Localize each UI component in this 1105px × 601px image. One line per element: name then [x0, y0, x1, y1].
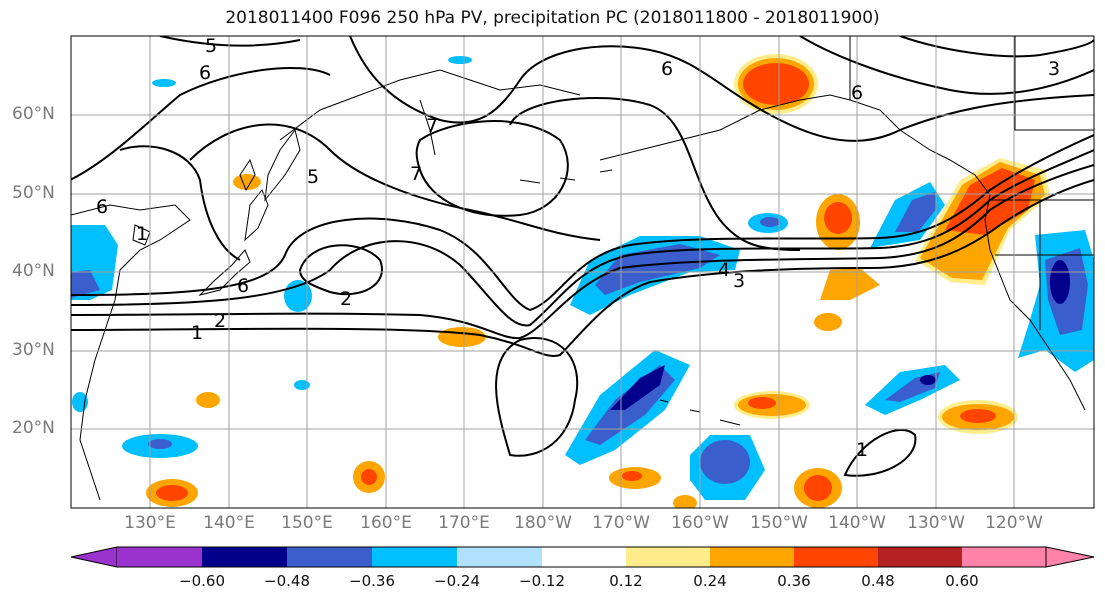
map-title: 2018011400 F096 250 hPa PV, precipitatio…: [225, 8, 880, 28]
contour-label: 4: [718, 259, 730, 281]
contour-label: 2: [340, 288, 352, 310]
colorbar-tick-label: 0.24: [693, 572, 727, 590]
lon-label: 160°E: [360, 513, 412, 533]
contour-label: 6: [851, 82, 863, 104]
lon-label: 150°E: [281, 513, 333, 533]
lat-label: 50°N: [12, 183, 55, 203]
colorbar-tick-label: −0.24: [434, 572, 480, 590]
contour-label: 1: [856, 439, 868, 461]
contour-label: 6: [237, 275, 249, 297]
colorbar-tick-label: −0.48: [264, 572, 310, 590]
contour-label: 6: [661, 58, 673, 80]
lon-label: 170°W: [592, 513, 650, 533]
coastlines: [71, 36, 1094, 501]
lon-label: 150°W: [750, 513, 808, 533]
lon-label: 140°W: [828, 513, 886, 533]
contour-label: 6: [96, 196, 108, 218]
contour-label: 1: [136, 223, 148, 245]
lon-label: 140°E: [203, 513, 255, 533]
contour-label: 7: [426, 115, 438, 137]
lon-label: 160°W: [671, 513, 729, 533]
lon-label: 130°W: [907, 513, 965, 533]
lon-label: 180°W: [514, 513, 572, 533]
colorbar: [70, 546, 1095, 568]
lat-label: 40°N: [12, 261, 55, 281]
contour-labels: 5 6 6 7 7 5 6 1 6 2 2 1 4 3 6 3 1: [96, 35, 1060, 461]
graticule: [71, 36, 1094, 508]
colorbar-tick-label: 0.60: [945, 572, 979, 590]
contour-label: 7: [410, 163, 422, 185]
colorbar-tick-label: −0.60: [179, 572, 225, 590]
contour-label: 3: [1048, 58, 1060, 80]
lon-label: 130°E: [124, 513, 176, 533]
lon-label: 120°W: [985, 513, 1043, 533]
lat-label: 20°N: [12, 418, 55, 438]
lat-label: 30°N: [12, 340, 55, 360]
colorbar-tick-label: 0.36: [777, 572, 811, 590]
colorbar-tick-label: −0.12: [519, 572, 565, 590]
colorbar-low-extend: [70, 546, 118, 568]
plot-area: 5 6 6 7 7 5 6 1 6 2 2 1 4 3 6 3 1: [71, 35, 1094, 508]
colorbar-high-extend: [1045, 546, 1095, 568]
contour-label: 1: [191, 322, 203, 344]
contour-label: 5: [205, 35, 217, 57]
colorbar-tick-label: 0.12: [609, 572, 643, 590]
contour-label: 5: [307, 166, 319, 188]
colorbar-tick-label: 0.48: [861, 572, 895, 590]
lon-label: 170°E: [438, 513, 490, 533]
contour-label: 3: [733, 270, 745, 292]
contour-label: 6: [199, 62, 211, 84]
lat-label: 60°N: [12, 104, 55, 124]
colorbar-tick-label: −0.36: [349, 572, 395, 590]
contour-label: 2: [214, 310, 226, 332]
